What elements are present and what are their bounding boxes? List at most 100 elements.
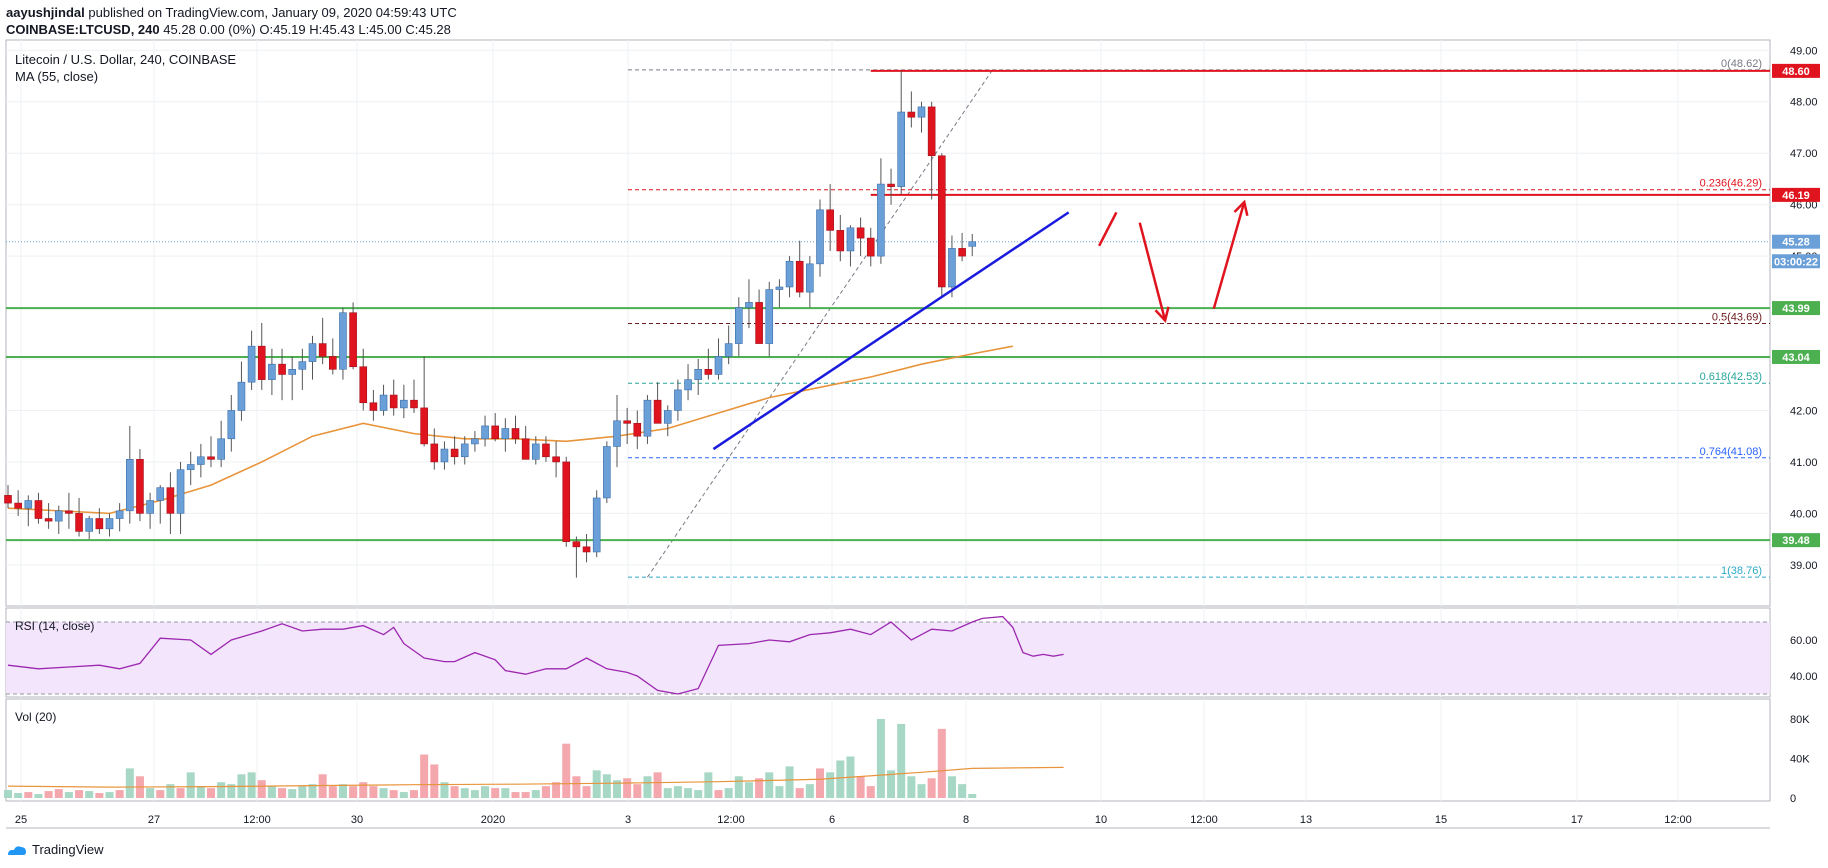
volume-bar: [399, 792, 408, 798]
candle-body: [653, 399, 662, 424]
time-tick-label: 10: [1095, 814, 1107, 826]
volume-bar: [298, 786, 307, 798]
red-stroke-mark: [1098, 211, 1118, 247]
price-tick-label: 49.00: [1790, 45, 1818, 57]
candle-body: [663, 410, 672, 424]
price-axis-badge: [1772, 301, 1820, 316]
volume-bar: [288, 789, 297, 798]
volume-bar: [44, 791, 53, 798]
tradingview-logo[interactable]: TradingView: [6, 842, 104, 857]
ohlc-values: 45.28 0.00 (0%) O:45.19 H:45.43 L:45.00 …: [163, 22, 451, 37]
volume-bar: [643, 776, 652, 798]
time-tick-label: 27: [148, 814, 160, 826]
volume-bar: [95, 793, 104, 798]
candle-body: [217, 438, 225, 460]
candle-body: [927, 106, 936, 157]
price-axis-badge: [1772, 234, 1820, 249]
price-tick-label: 39.00: [1790, 560, 1818, 572]
volume-bar: [75, 790, 84, 798]
symbol-info: COINBASE:LTCUSD, 240 45.28 0.00 (0%) O:4…: [6, 22, 451, 37]
volume-bar: [562, 743, 571, 798]
volume-bar: [54, 789, 63, 798]
price-tick-label: 46.00: [1790, 200, 1818, 212]
candle-body: [745, 302, 753, 308]
volume-bar: [481, 786, 490, 798]
candle-body: [917, 106, 926, 118]
volume-bar: [14, 793, 23, 798]
volume-bar: [308, 784, 317, 798]
time-tick-label: 17: [1571, 814, 1583, 826]
red-arrow-head: [1233, 199, 1249, 217]
candle-body: [795, 260, 804, 293]
candle-body: [674, 389, 682, 411]
volume-bar: [714, 790, 723, 798]
volume-bar: [105, 792, 114, 798]
candle-body: [816, 209, 824, 265]
volume-bar: [653, 772, 662, 798]
price-axis-badge-label: 43.99: [1782, 303, 1810, 315]
ma-legend[interactable]: MA (55, close): [15, 69, 99, 84]
candle-body: [34, 500, 43, 519]
volume-bar: [937, 728, 946, 798]
candle-body: [349, 312, 357, 368]
candle-body: [288, 369, 297, 375]
candle-body: [156, 487, 165, 501]
candle-body: [440, 448, 449, 463]
candle-body: [724, 343, 733, 357]
volume-bar: [34, 794, 43, 798]
candle-body: [54, 510, 63, 522]
rsi-band: [6, 622, 1770, 694]
volume-bar: [278, 788, 287, 798]
price-axis-badge: [1772, 63, 1820, 78]
candle-body: [85, 518, 93, 532]
volume-tick-label: 40K: [1790, 754, 1810, 766]
candle-body: [897, 111, 906, 187]
volume-bar: [420, 754, 429, 798]
candle-body: [207, 456, 215, 460]
volume-bar: [491, 788, 500, 798]
time-tick-label: 6: [829, 814, 835, 826]
candle-body: [227, 410, 236, 440]
candle-body: [511, 428, 520, 440]
volume-bar: [338, 784, 347, 798]
volume-bar: [24, 792, 33, 798]
red-arrow-shaft: [1138, 222, 1167, 321]
candle-body: [765, 289, 774, 344]
volume-bar: [207, 788, 215, 798]
volume-bar: [379, 788, 388, 798]
candle-body: [176, 469, 185, 514]
chart-title: Litecoin / U.S. Dollar, 240, COINBASE: [15, 52, 237, 67]
volume-legend[interactable]: Vol (20): [15, 710, 57, 724]
time-tick-label: 13: [1300, 814, 1312, 826]
candle-body: [775, 286, 784, 290]
volume-bar: [4, 790, 12, 798]
volume-bar: [572, 776, 581, 798]
price-axis-badge: [1772, 349, 1820, 364]
candle-body: [115, 510, 124, 519]
price-tick-label: 48.00: [1790, 97, 1818, 109]
volume-bar: [876, 719, 885, 798]
candle-body: [298, 361, 307, 370]
candle-body: [44, 518, 53, 522]
candle-body: [481, 425, 489, 440]
candle-body: [75, 513, 83, 532]
tradingview-cloud-icon: [8, 845, 26, 855]
rsi-line: [7, 615, 1064, 695]
volume-bar: [541, 786, 550, 798]
volume-bar: [673, 786, 682, 798]
candle-body: [542, 443, 550, 458]
author-name[interactable]: aayushjindal: [6, 5, 85, 20]
volume-bar: [389, 790, 398, 798]
volume-bar: [602, 774, 611, 798]
candle-body: [450, 448, 459, 458]
volume-bar: [958, 784, 967, 798]
rsi-legend[interactable]: RSI (14, close): [15, 619, 95, 633]
candle-body: [166, 487, 175, 514]
price-axis-badge: [1772, 533, 1820, 548]
candle-body: [704, 369, 713, 375]
volume-pane-frame: [5, 698, 1771, 802]
volume-bar: [217, 782, 226, 798]
volume-bar: [359, 782, 368, 798]
symbol-name: COINBASE:LTCUSD, 240: [6, 22, 160, 37]
